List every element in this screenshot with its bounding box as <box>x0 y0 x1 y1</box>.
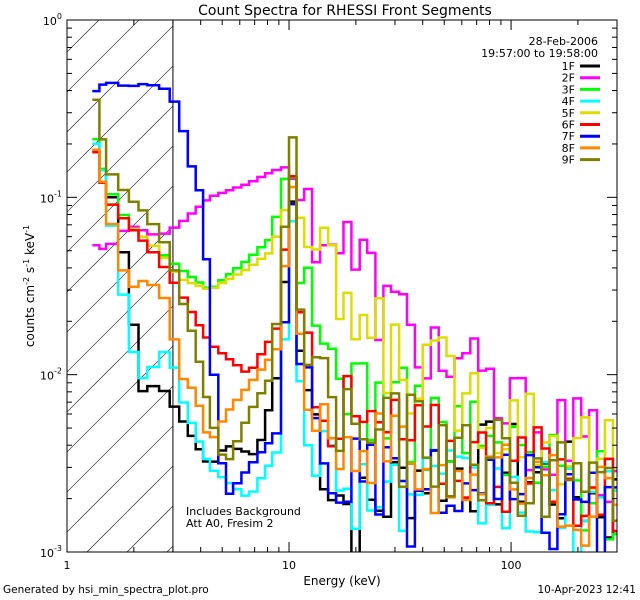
hatch-line <box>67 65 173 173</box>
series-line-2F <box>92 166 617 504</box>
annotation-background: Includes Background <box>186 505 301 518</box>
hatch-line <box>327 0 640 552</box>
hatch-line <box>567 0 640 552</box>
footer-right: 10-Apr-2023 12:41 <box>537 584 636 596</box>
x-tick-label: 10 <box>282 559 296 572</box>
hatch-line <box>67 425 173 533</box>
series-line-4F <box>92 142 617 552</box>
date-label: 28-Feb-2006 <box>529 35 598 48</box>
x-tick-label: 1 <box>64 559 71 572</box>
hatch-line <box>67 345 173 453</box>
hatch-line <box>67 105 173 213</box>
y-tick-label: 100 <box>43 12 62 28</box>
legend-label-6F: 6F <box>562 119 575 132</box>
series-line-9F <box>92 98 617 523</box>
series-line-6F <box>92 151 617 533</box>
y-tick-label: 10-2 <box>40 367 62 383</box>
y-axis-label: counts cm-2 s-1 keV-1 <box>22 225 37 347</box>
legend-label-5F: 5F <box>562 107 575 120</box>
y-tick-label: 10-1 <box>40 189 62 205</box>
legend-label-3F: 3F <box>562 83 575 96</box>
hatch-line <box>67 20 140 93</box>
plot-frame <box>66 19 618 553</box>
legend-label-7F: 7F <box>562 130 575 143</box>
series-layer <box>92 81 617 552</box>
hatch-line <box>67 305 173 413</box>
series-line-1F <box>92 149 617 552</box>
annotation-attenuator: Att A0, Fresim 2 <box>186 517 274 530</box>
x-tick-label: 100 <box>501 559 522 572</box>
axes: 1 10 100 10-3 10-2 10-1 100 <box>40 12 618 572</box>
hatch-line <box>67 185 173 293</box>
legend-label-2F: 2F <box>562 72 575 85</box>
y-tick-label: 10-3 <box>40 544 62 560</box>
time-range-label: 19:57:00 to 19:58:00 <box>481 47 598 60</box>
legend-label-8F: 8F <box>562 142 575 155</box>
hatch-line <box>67 385 173 493</box>
x-axis-label: Energy (keV) <box>303 574 380 588</box>
hatch-line <box>0 0 7 552</box>
hatch-line <box>67 25 173 133</box>
legend-label-1F: 1F <box>562 60 575 73</box>
legend-label-9F: 9F <box>562 154 575 167</box>
chart-title: Count Spectra for RHESSI Front Segments <box>198 3 492 19</box>
series-line-7F <box>92 81 617 552</box>
hatch-line <box>0 0 87 552</box>
legend-label-4F: 4F <box>562 95 575 108</box>
footer-left: Generated by hsi_min_spectra_plot.pro <box>3 584 209 596</box>
